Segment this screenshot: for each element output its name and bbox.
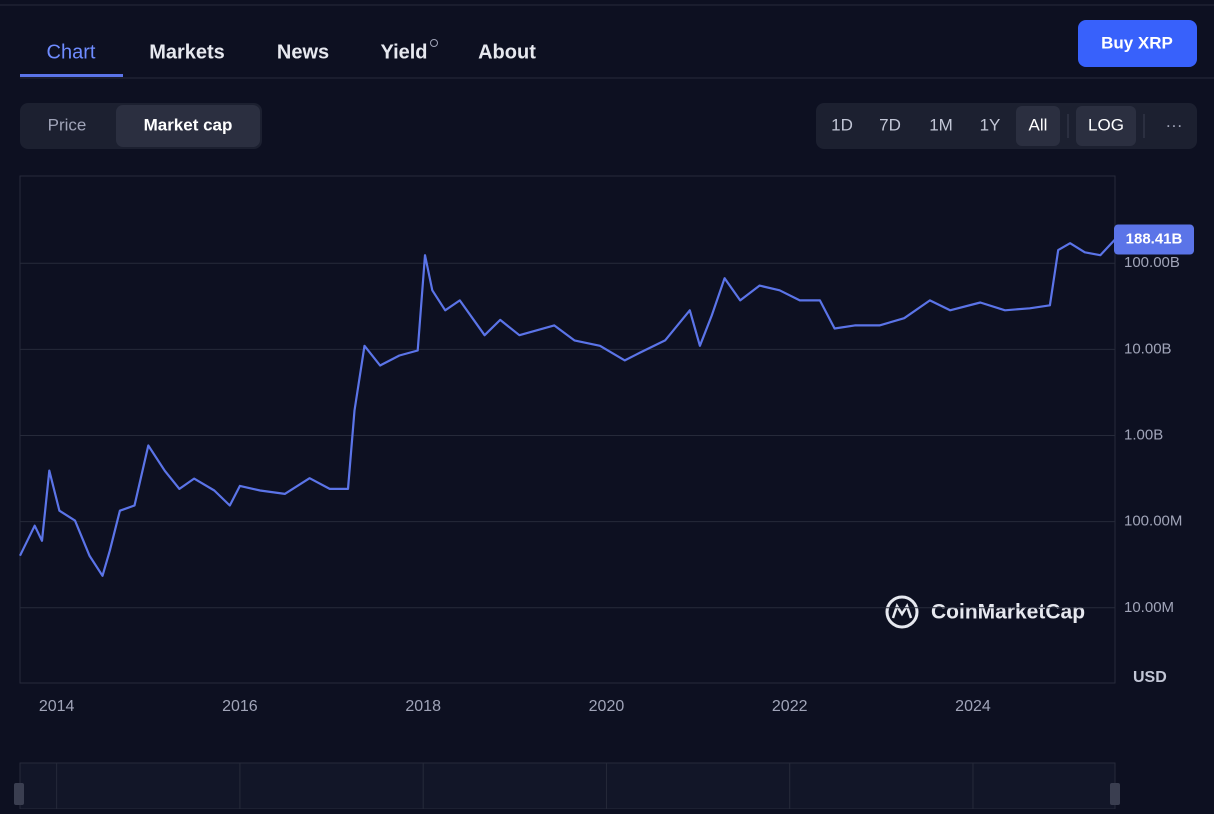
buy-button[interactable] xyxy=(1078,20,1197,67)
price-line xyxy=(19,238,1116,577)
plot: 10.00M 100.00M 1.00B 10.00B 100.00B USD 2014 20… xyxy=(19,224,1194,809)
y-tick-label: 10.00B xyxy=(1124,340,1172,357)
more-button[interactable]: ··· xyxy=(1166,115,1183,134)
range-option[interactable]: 1D xyxy=(831,115,853,134)
range-option[interactable]: 1Y xyxy=(980,115,1001,134)
nav-tab[interactable]: Chart xyxy=(47,41,96,63)
log-toggle[interactable]: LOG xyxy=(1088,115,1124,134)
y-tick-label: 10.00M xyxy=(1124,599,1174,616)
yield-badge xyxy=(430,39,438,47)
range-option[interactable]: 1M xyxy=(929,115,953,134)
y-tick-label: 100.00M xyxy=(1124,513,1182,530)
watermark-logo xyxy=(885,595,919,629)
nav-tab[interactable]: News xyxy=(277,41,329,63)
log-active xyxy=(1076,106,1136,146)
mode-option[interactable]: Price xyxy=(48,115,87,134)
x-tick-label: 2018 xyxy=(405,698,441,715)
range-active xyxy=(1016,106,1060,146)
watermark-logo xyxy=(891,603,913,619)
nav-tab[interactable]: Markets xyxy=(149,41,225,63)
navigator-handle[interactable] xyxy=(14,783,24,805)
buy-button-label[interactable]: Buy XRP xyxy=(1101,33,1173,52)
x-tick-label: 2020 xyxy=(589,698,625,715)
watermark: CoinMarketCap xyxy=(885,595,1085,629)
mode-option[interactable]: Market cap xyxy=(144,115,233,134)
x-tick-label: 2022 xyxy=(772,698,808,715)
y-unit: USD xyxy=(1133,669,1167,686)
last-value-badge xyxy=(1114,224,1194,255)
watermark-text: CoinMarketCap xyxy=(931,601,1085,624)
mode-active xyxy=(116,105,260,147)
range-toolbar xyxy=(816,103,1197,149)
range-option[interactable]: All xyxy=(1029,115,1048,134)
y-tick-label: 100.00B xyxy=(1124,254,1180,271)
navigator-handle[interactable] xyxy=(1110,783,1120,805)
navigator xyxy=(19,762,1116,810)
last-value-label: 188.41B xyxy=(1126,231,1183,248)
x-tick-label: 2014 xyxy=(39,698,75,715)
nav-tab[interactable]: Yield xyxy=(380,41,427,63)
range-option[interactable]: 7D xyxy=(879,115,901,134)
x-tick-label: 2024 xyxy=(955,698,991,715)
x-tick-label: 2016 xyxy=(222,698,258,715)
nav-tab[interactable]: About xyxy=(478,41,536,63)
y-tick-label: 1.00B xyxy=(1124,426,1163,443)
active-tab-underline xyxy=(20,74,123,77)
plot-frame xyxy=(19,175,1116,684)
